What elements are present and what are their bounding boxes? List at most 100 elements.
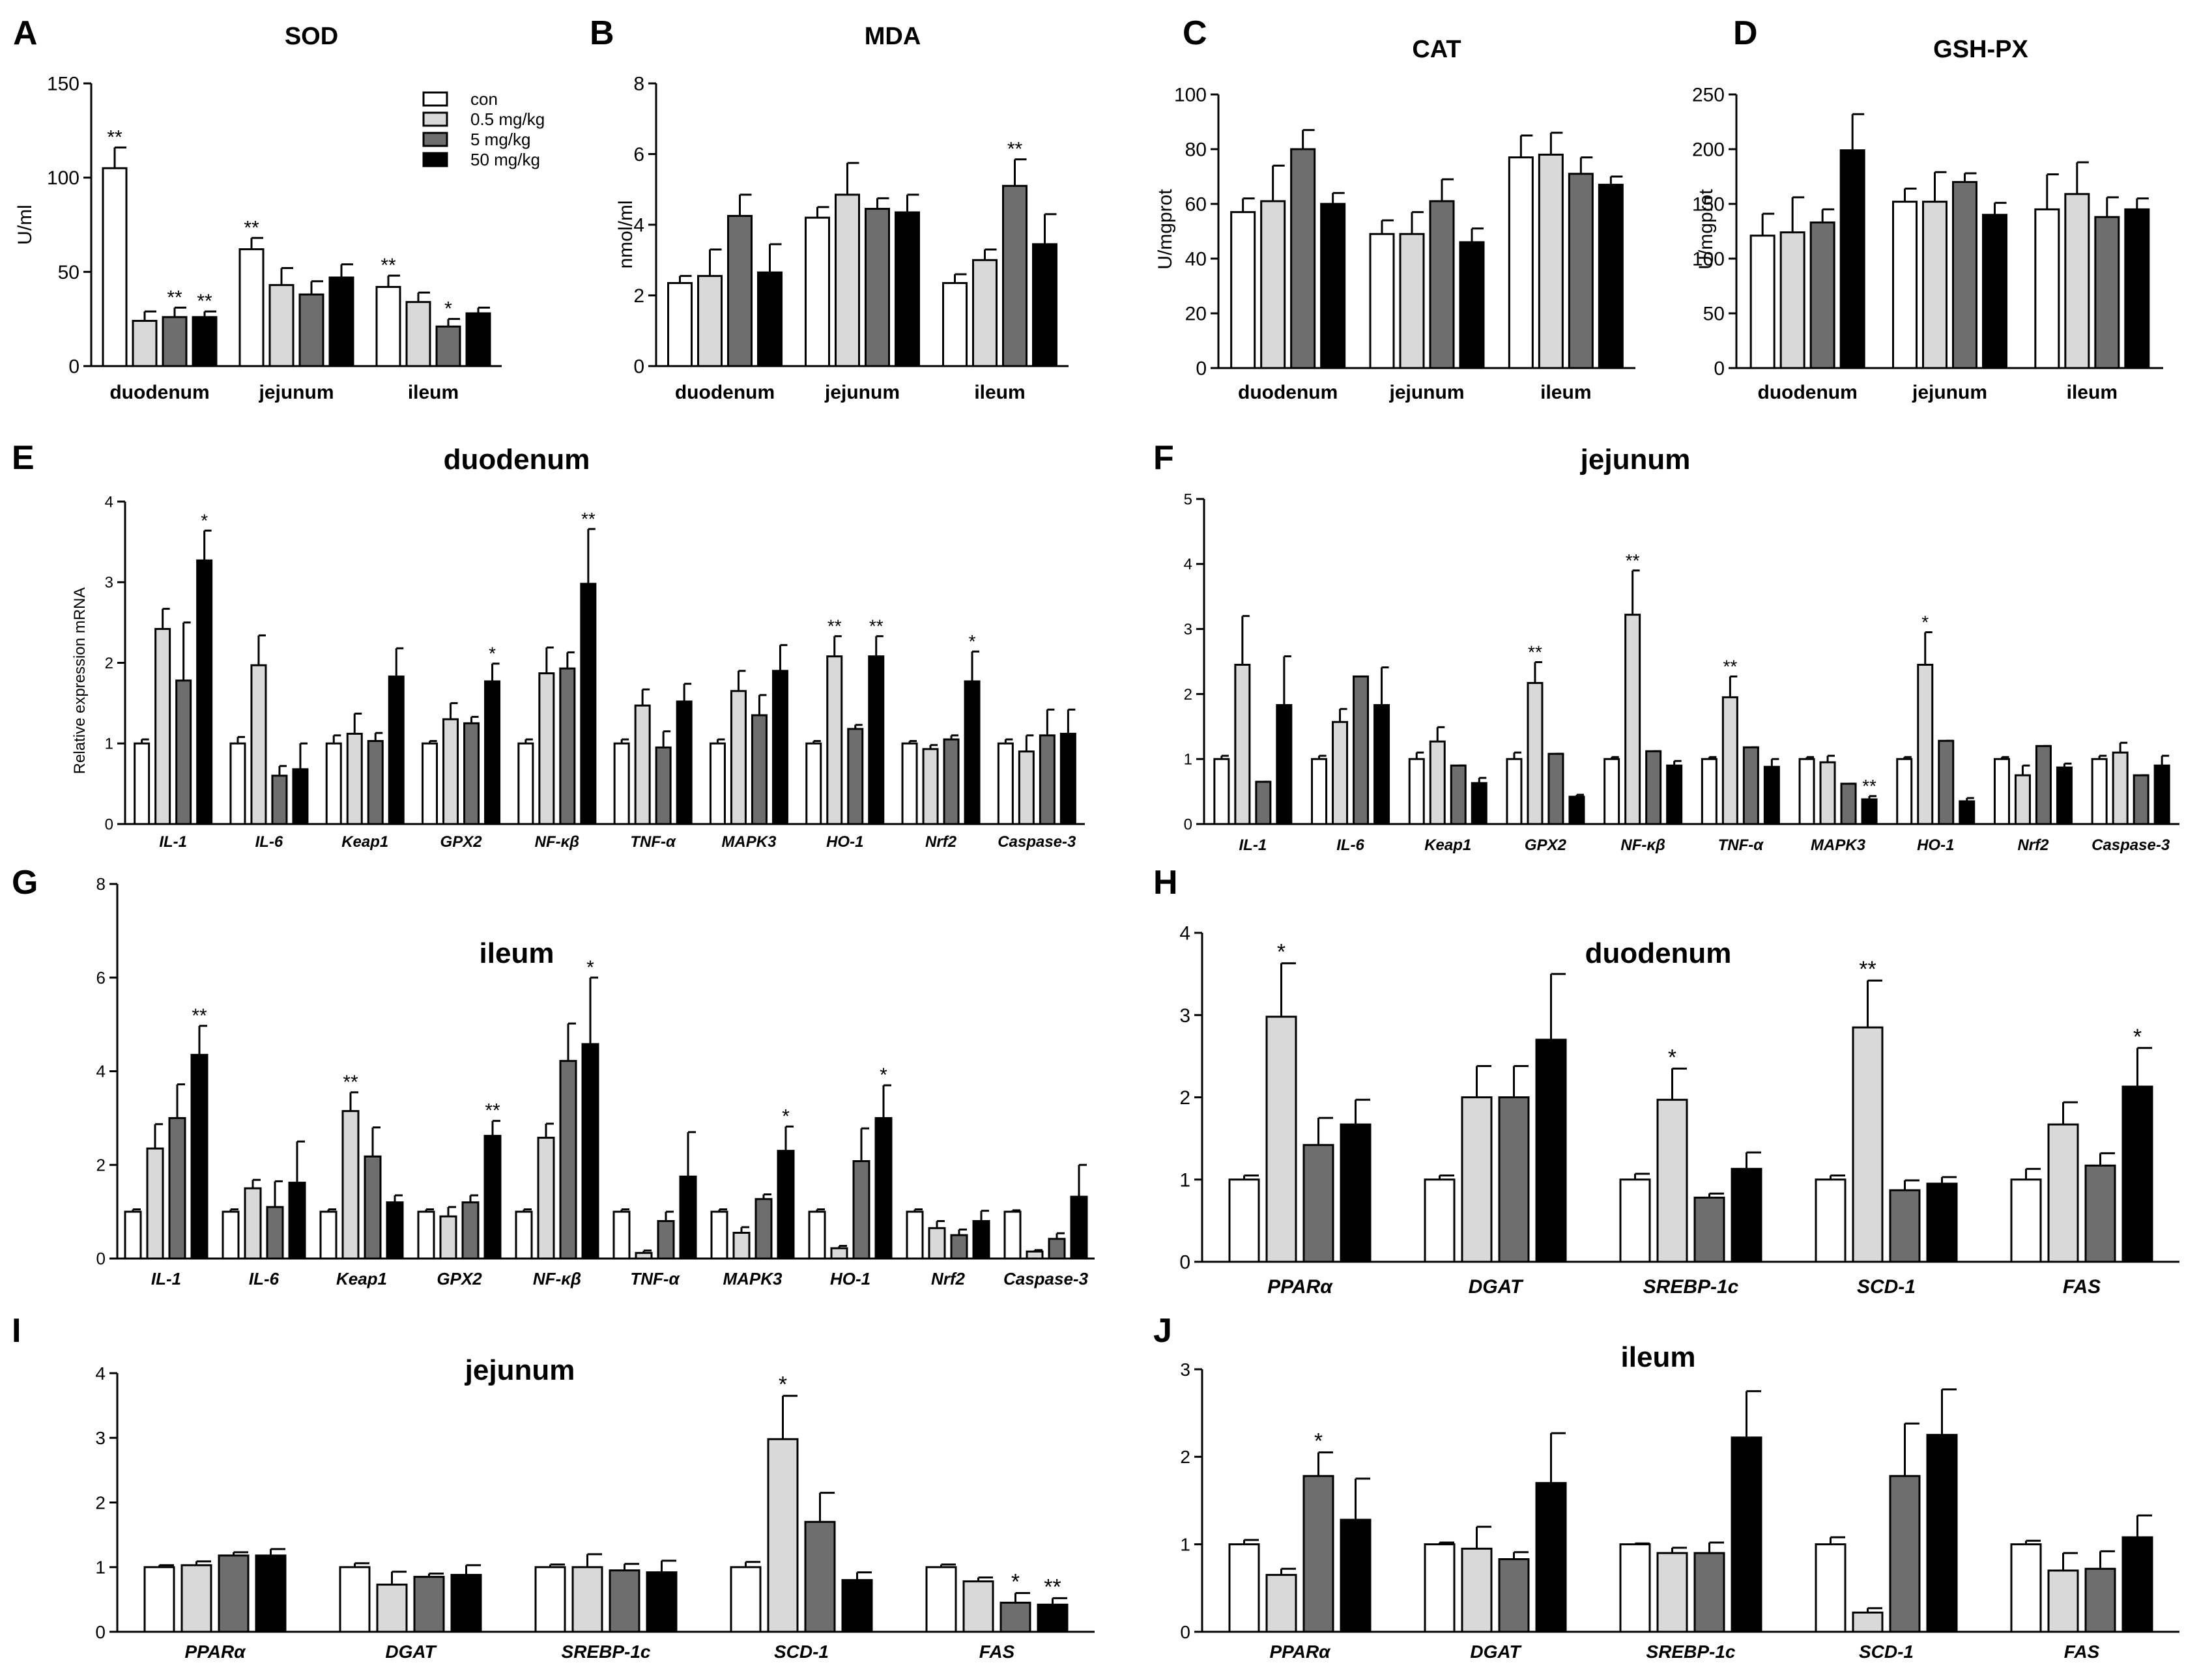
panel-c-bar <box>1320 203 1346 369</box>
panel-a-bar <box>102 167 128 367</box>
panel-h-bar <box>2047 1123 2079 1263</box>
panel-j-bar <box>1852 1611 1884 1633</box>
panel-i-x-tick-label: DGAT <box>385 1642 437 1662</box>
panel-g-significance-label: ** <box>485 1100 500 1122</box>
panel-c-bar <box>1429 200 1455 369</box>
panel-h-letter: H <box>1153 864 1178 902</box>
panel-j-y-tick-label: 1 <box>1180 1534 1190 1554</box>
panel-j-significance-label: * <box>1314 1429 1323 1454</box>
legend-swatch <box>422 132 448 147</box>
panel-a-bar <box>238 248 265 367</box>
panel-i-significance-label: * <box>779 1373 787 1397</box>
panel-a-y-tick-label: 150 <box>47 74 79 95</box>
panel-g-bar <box>1003 1210 1022 1260</box>
panel-b-letter: B <box>590 14 614 52</box>
panel-e-bar <box>292 768 309 825</box>
panel-h-y-tick-label: 4 <box>1179 923 1190 945</box>
panel-e-bar <box>175 679 192 825</box>
panel-b-bar <box>1002 184 1028 367</box>
panel-d-y-tick-label: 250 <box>1692 85 1725 106</box>
panel-h-y-tick-label: 0 <box>1179 1252 1190 1274</box>
panel-f-x-tick-label: HO-1 <box>1917 836 1954 854</box>
panel-g-title: ileum <box>480 937 554 969</box>
panel-b-bar <box>972 259 998 367</box>
panel-d-bar <box>2034 208 2060 369</box>
panel-b-bar <box>805 216 830 367</box>
panel-a-y-tick-label: 0 <box>68 356 79 378</box>
panel-f-bar <box>1666 764 1683 825</box>
panel-b-y-tick-label: 2 <box>633 285 644 307</box>
panel-f-bar <box>1763 765 1780 825</box>
panel-h-title: duodenum <box>1585 937 1732 969</box>
panel-c: C CAT 0 20 40 60 80 100 U/mgprot duodenum jejunum i… <box>1155 14 1635 403</box>
panel-c-bar <box>1260 200 1286 369</box>
panel-f-bar <box>1896 758 1913 825</box>
panel-e-bar <box>922 748 939 825</box>
panel-a-significance-label: ** <box>107 126 122 148</box>
panel-e-bar <box>367 740 384 825</box>
panel-h-bar <box>1498 1096 1530 1263</box>
panel-g-bar <box>537 1137 555 1260</box>
panel-b-bar <box>757 271 783 367</box>
panel-e-bar <box>1039 734 1056 825</box>
panel-i-bar <box>841 1579 873 1633</box>
panel-e-x-tick-label: NF-κβ <box>535 833 580 851</box>
panel-h-significance-label: * <box>1668 1045 1676 1070</box>
panel-e-x-tick-label: Nrf2 <box>925 833 957 851</box>
panel-e-bar <box>517 742 534 825</box>
panel-a-bar <box>298 293 324 367</box>
panel-g-bar <box>124 1210 142 1260</box>
panel-b-significance-label: ** <box>1007 139 1023 160</box>
panel-j-title: ileum <box>1621 1341 1696 1373</box>
panel-i-significance-label: ** <box>1044 1574 1061 1599</box>
panel-h-bar <box>1731 1167 1762 1263</box>
panel-g-bar <box>386 1201 404 1260</box>
panel-a-bar <box>132 320 158 367</box>
panel-g-bar <box>168 1117 186 1260</box>
panel-f-bar <box>1603 758 1620 825</box>
panel-g-bar <box>319 1210 338 1260</box>
panel-c-bar <box>1459 241 1485 369</box>
panel-g-significance-label: * <box>586 957 594 978</box>
panel-h-bar <box>2084 1164 2116 1263</box>
panel-c-bar <box>1508 156 1534 369</box>
panel-i-bar <box>999 1601 1031 1633</box>
panel-a-x-tick-label: duodenum <box>109 382 209 403</box>
panel-e-y-tick-label: 4 <box>105 493 113 511</box>
panel-d-bar <box>1982 214 2007 369</box>
panel-c-x-tick-label: duodenum <box>1238 382 1338 403</box>
panel-f-x-tick-label: NF-κβ <box>1620 836 1665 854</box>
panel-e-title: duodenum <box>444 444 590 476</box>
panel-g-x-tick-label: NF-κβ <box>533 1269 581 1288</box>
panel-h-bar <box>1815 1178 1847 1263</box>
panel-h-bar <box>1228 1178 1260 1263</box>
panel-g-bar <box>341 1110 360 1260</box>
panel-f-x-tick-label: IL-6 <box>1336 836 1364 854</box>
panel-c-x-tick-label: jejunum <box>1388 382 1464 403</box>
panel-g-bar <box>732 1231 751 1260</box>
panel-a-bar <box>465 312 491 367</box>
panel-e-significance-label: ** <box>827 616 842 636</box>
panel-g-significance-label: * <box>880 1064 887 1086</box>
panel-f-x-tick-label: Caspase-3 <box>2091 836 2170 854</box>
panel-h-bar <box>1340 1123 1372 1263</box>
panel-h-x-tick-label: FAS <box>2063 1276 2101 1298</box>
panel-e-y-tick-label: 1 <box>105 735 113 753</box>
panel-g-bar <box>679 1175 697 1260</box>
panel-g-bar <box>755 1198 773 1260</box>
panel-e-bar <box>709 742 726 825</box>
panel-i-bar <box>767 1438 799 1633</box>
panel-e-bar <box>346 732 363 825</box>
panel-e-bar <box>613 742 630 825</box>
panel-a-bar <box>192 316 218 367</box>
panel-i-y-tick-label: 0 <box>95 1622 106 1642</box>
panel-h-bar <box>2010 1178 2042 1263</box>
panel-c-y-tick-label: 60 <box>1185 194 1207 216</box>
panel-f-bar <box>1993 758 2010 825</box>
panel-i-bar <box>730 1566 762 1633</box>
panel-a-y-axis-label: U/ml <box>14 205 36 245</box>
legend-label: con <box>470 89 498 109</box>
panel-b-y-tick-label: 4 <box>633 215 644 236</box>
